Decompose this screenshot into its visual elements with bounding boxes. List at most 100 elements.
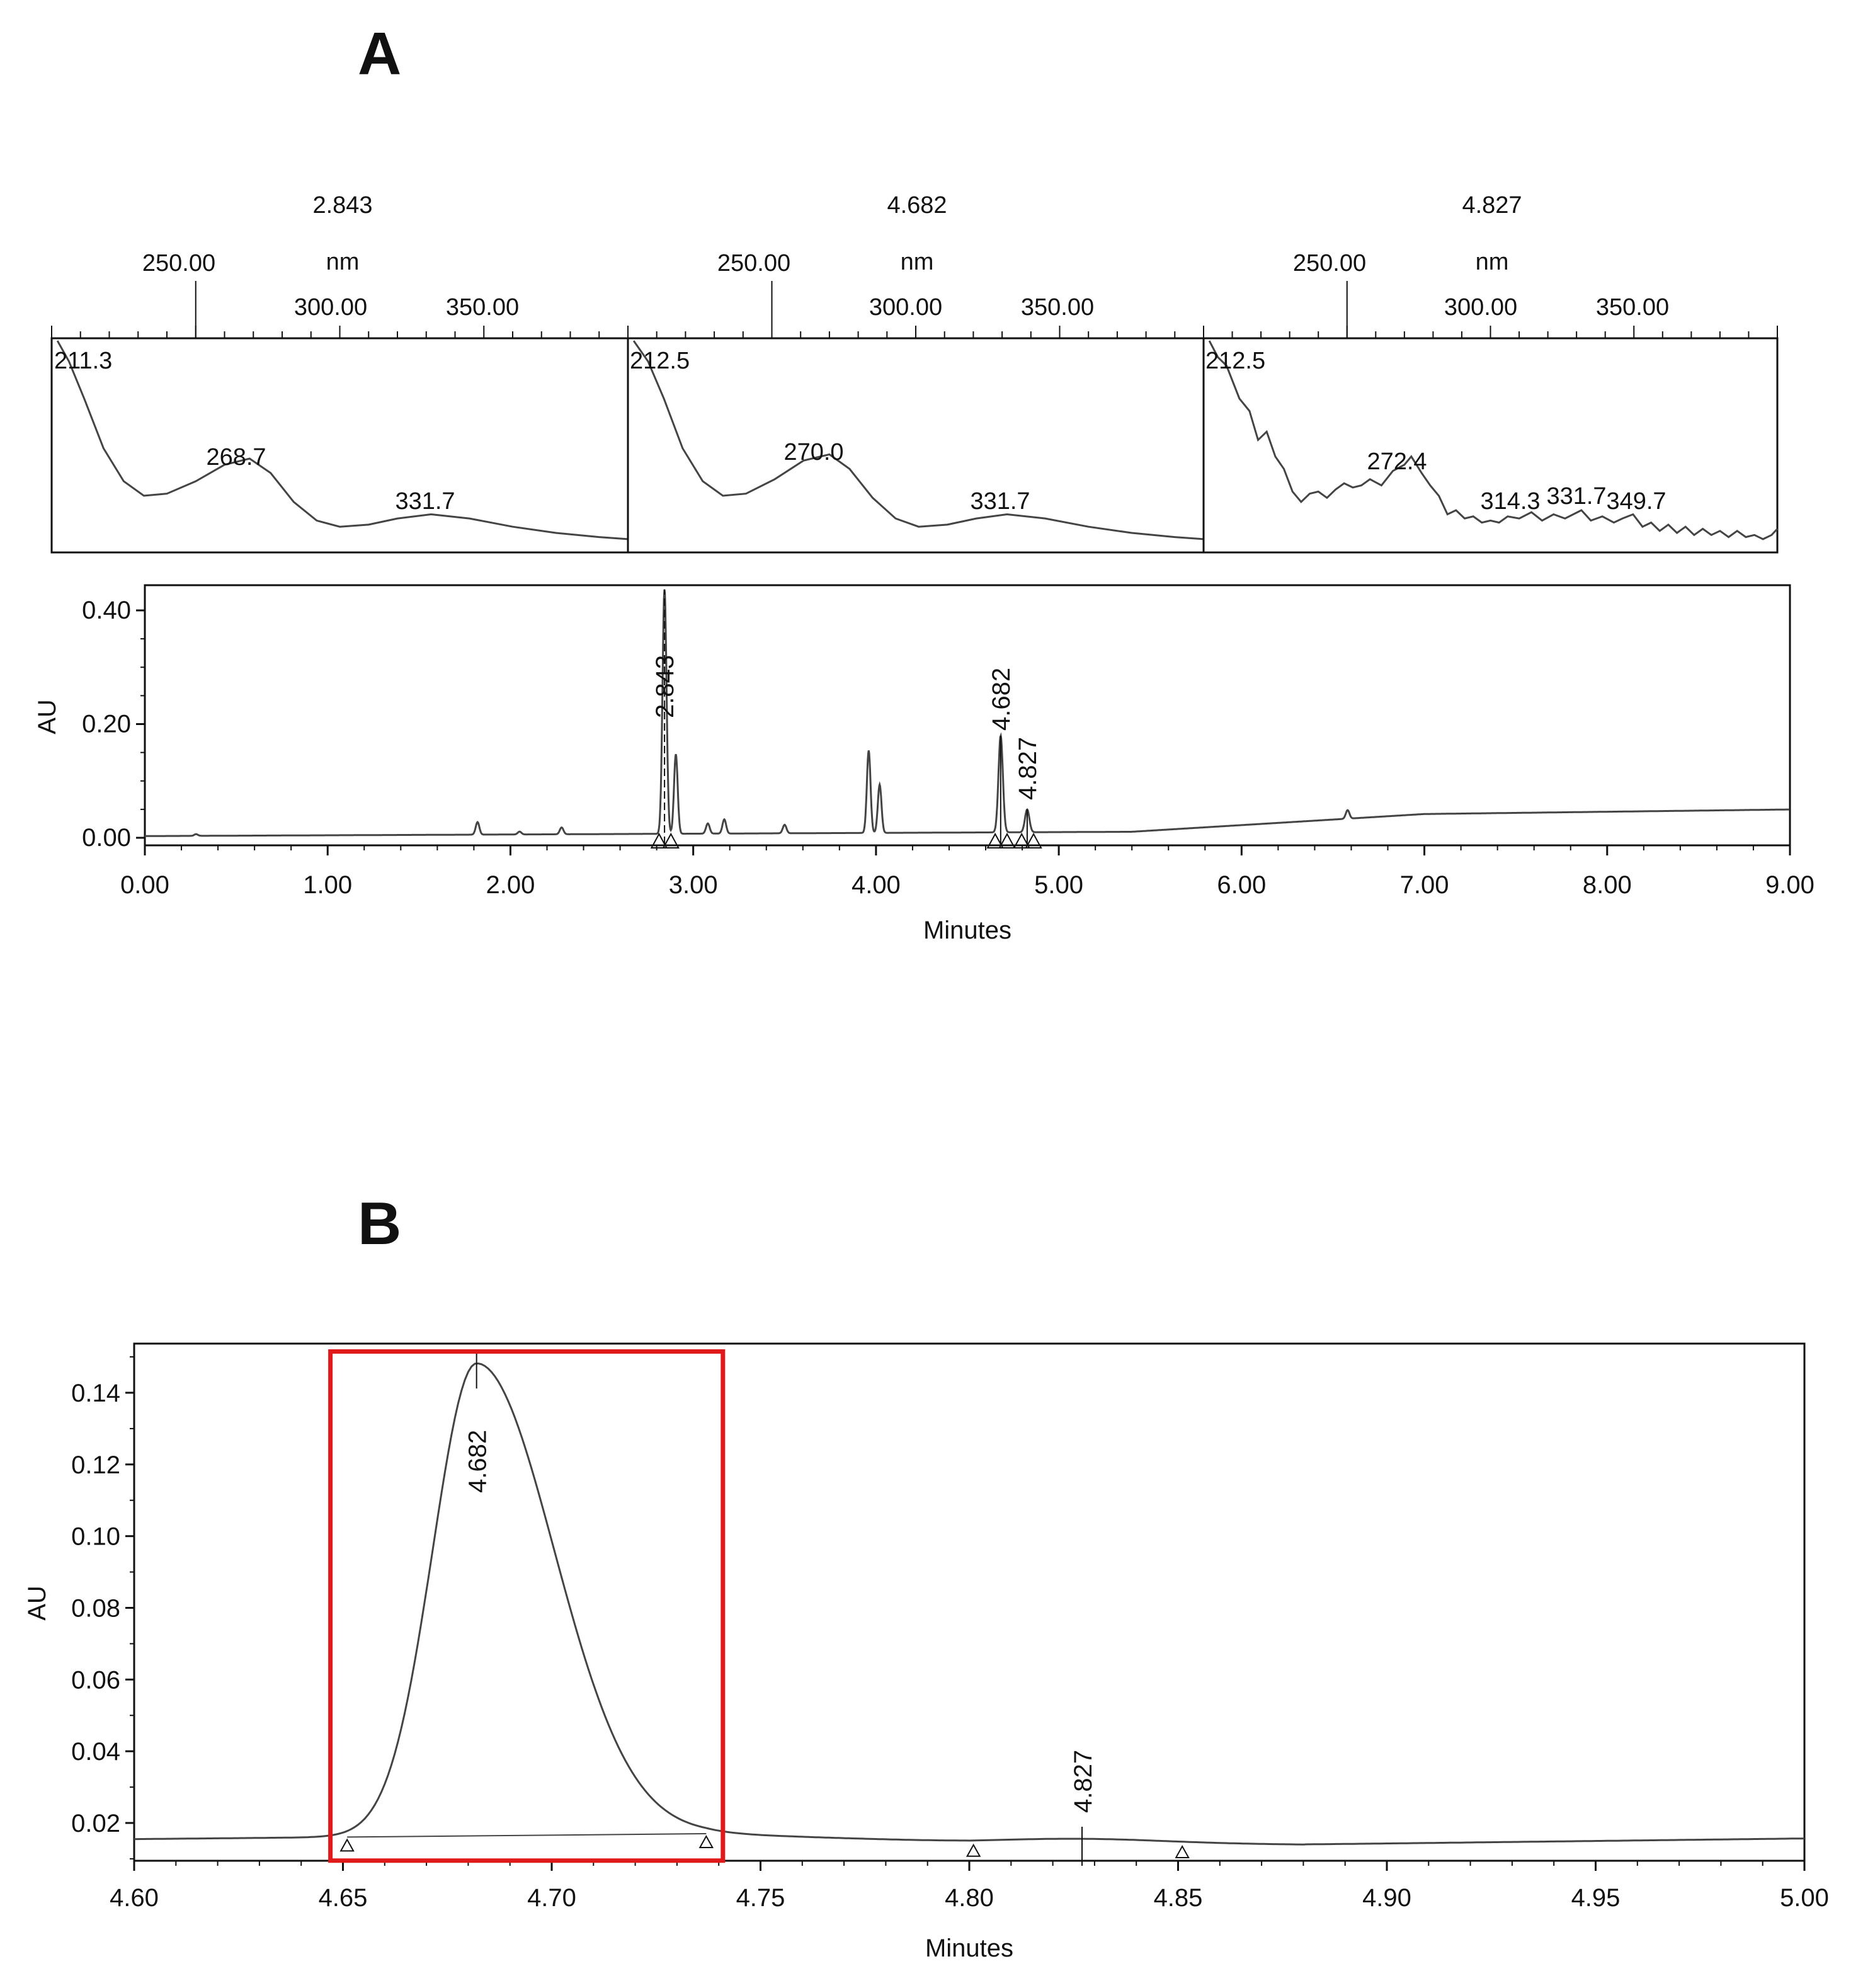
uv-spectrum-rt: 4.682 xyxy=(887,192,947,219)
chromatogram-b: 0.02 0.04 0.06 0.08 0.10 0.12 0.14 4.60 4.65 4.7… xyxy=(23,1342,1829,1962)
x-axis: 4.60 4.65 4.70 4.75 4.80 4.85 4.90 4.95 5.00 xyxy=(110,1861,1829,1912)
x-tick-label: 4.75 xyxy=(736,1884,785,1912)
x-tick-label: 4.00 xyxy=(852,871,901,899)
uv-peak-label: 331.7 xyxy=(970,488,1030,515)
uv-peak-label: 331.7 xyxy=(1546,483,1606,510)
integration-mark xyxy=(662,832,680,848)
integration-mark xyxy=(698,1834,714,1849)
integration-mark xyxy=(998,832,1016,848)
y-tick-label: 0.12 xyxy=(71,1451,120,1479)
uv-tick-label-250: 250.00 xyxy=(1293,250,1366,277)
uv-spectra: 2.843 nm 250.00 300.00 350.00 211.3 268.… xyxy=(50,192,1779,554)
y-axis-title: AU xyxy=(23,1585,51,1621)
x-tick-label: 8.00 xyxy=(1583,871,1632,899)
uv-spectrum-ticks xyxy=(51,281,629,338)
x-tick-label: 4.70 xyxy=(527,1884,576,1912)
x-tick-label: 9.00 xyxy=(1765,871,1815,899)
x-axis-title: Minutes xyxy=(923,917,1011,944)
uv-spectrum-rt: 4.827 xyxy=(1462,192,1522,219)
uv-peak-label: 212.5 xyxy=(1205,348,1265,374)
integration-mark xyxy=(1013,832,1030,848)
chromatogram-a-peak-labels: 2.843 4.682 4.827 xyxy=(650,589,1042,848)
y-tick-label: 0.20 xyxy=(82,711,131,738)
y-axis: 0.02 0.04 0.06 0.08 0.10 0.12 0.14 xyxy=(71,1356,134,1859)
uv-peak-label: 270.0 xyxy=(783,439,843,466)
x-tick-label: 2.00 xyxy=(486,871,535,899)
y-tick-label: 0.06 xyxy=(71,1666,120,1694)
uv-tick-label-350: 350.00 xyxy=(446,294,519,321)
x-tick-label: 4.95 xyxy=(1571,1884,1621,1912)
uv-peak-label: 212.5 xyxy=(630,348,690,374)
integration-marks xyxy=(339,1834,1190,1859)
x-tick-label: 1.00 xyxy=(303,871,352,899)
y-tick-label: 0.04 xyxy=(71,1738,120,1766)
y-tick-label: 0.10 xyxy=(71,1523,120,1551)
peak-label: 2.843 xyxy=(651,655,679,718)
chromatogram-a: 0.00 0.20 0.40 0.00 1.00 2.00 3.00 4.00 5.00 6.0… xyxy=(33,584,1815,944)
peak-label: 4.827 xyxy=(1014,737,1042,800)
uv-tick-label-300: 300.00 xyxy=(869,294,942,321)
uv-spectrum-frame xyxy=(50,337,629,554)
integration-baseline xyxy=(347,1833,707,1838)
x-tick-label: 5.00 xyxy=(1034,871,1083,899)
y-axis: 0.00 0.20 0.40 xyxy=(82,597,145,852)
integration-mark xyxy=(650,832,668,848)
chromatogram-a-trace xyxy=(145,589,1790,837)
uv-peak-label: 272.4 xyxy=(1367,448,1427,475)
highlight-box xyxy=(328,1349,726,1863)
y-axis-title: AU xyxy=(33,699,61,734)
y-tick-label: 0.08 xyxy=(71,1595,120,1623)
integration-mark xyxy=(966,1843,981,1857)
y-tick-label: 0.00 xyxy=(82,824,131,852)
uv-spectrum-2: 4.682 nm 250.00 300.00 350.00 212.5 270.… xyxy=(627,192,1205,554)
integration-mark xyxy=(1175,1845,1190,1859)
uv-peak-label: 331.7 xyxy=(395,488,455,515)
uv-spectrum-1: 2.843 nm 250.00 300.00 350.00 211.3 268.… xyxy=(50,192,629,554)
uv-spectrum-unit: nm xyxy=(326,249,360,275)
uv-spectrum-line xyxy=(56,340,629,540)
x-tick-label: 6.00 xyxy=(1217,871,1266,899)
uv-tick-label-300: 300.00 xyxy=(1444,294,1517,321)
uv-tick-label-350: 350.00 xyxy=(1021,294,1094,321)
peak-label: 4.827 xyxy=(1069,1750,1097,1813)
uv-spectrum-line xyxy=(632,340,1204,540)
uv-tick-label-350: 350.00 xyxy=(1596,294,1669,321)
chromatogram-b-trace xyxy=(134,1362,1805,1846)
uv-peak-label: 268.7 xyxy=(206,444,266,471)
uv-peak-label: 314.3 xyxy=(1480,488,1540,515)
peak-label: 4.682 xyxy=(464,1430,492,1493)
uv-spectrum-unit: nm xyxy=(1476,249,1509,275)
uv-spectrum-line xyxy=(1208,340,1779,540)
uv-spectrum-unit: nm xyxy=(901,249,934,275)
x-axis: 0.00 1.00 2.00 3.00 4.00 5.00 6.00 7.00 8.00 9.00 xyxy=(120,845,1815,899)
peak-label: 4.682 xyxy=(988,668,1015,731)
x-tick-label: 4.90 xyxy=(1362,1884,1411,1912)
integration-mark xyxy=(339,1838,355,1852)
x-axis-title: Minutes xyxy=(925,1934,1013,1962)
x-tick-label: 4.80 xyxy=(945,1884,994,1912)
uv-spectrum-ticks xyxy=(1203,281,1778,338)
x-tick-label: 4.85 xyxy=(1154,1884,1203,1912)
panel-letter-b: B xyxy=(358,1190,401,1257)
chromatogram-b-peak-labels: 4.682 4.827 xyxy=(464,1352,1097,1866)
uv-peak-label: 349.7 xyxy=(1606,488,1666,515)
x-tick-label: 4.65 xyxy=(319,1884,368,1912)
uv-tick-label-250: 250.00 xyxy=(717,250,790,277)
y-tick-label: 0.40 xyxy=(82,597,131,624)
uv-spectrum-rt: 2.843 xyxy=(312,192,372,219)
y-tick-label: 0.02 xyxy=(71,1810,120,1837)
panel-letter-a: A xyxy=(358,20,401,88)
uv-spectrum-frame xyxy=(627,337,1205,554)
chromatogram-a-frame xyxy=(144,584,1791,847)
uv-tick-label-250: 250.00 xyxy=(142,250,215,277)
uv-peak-label: 211.3 xyxy=(54,348,112,374)
x-tick-label: 3.00 xyxy=(669,871,718,899)
integration-mark xyxy=(986,832,1004,848)
x-tick-label: 7.00 xyxy=(1400,871,1449,899)
x-tick-label: 5.00 xyxy=(1780,1884,1829,1912)
x-tick-label: 4.60 xyxy=(110,1884,159,1912)
uv-tick-label-300: 300.00 xyxy=(294,294,367,321)
uv-spectrum-ticks xyxy=(627,281,1204,338)
